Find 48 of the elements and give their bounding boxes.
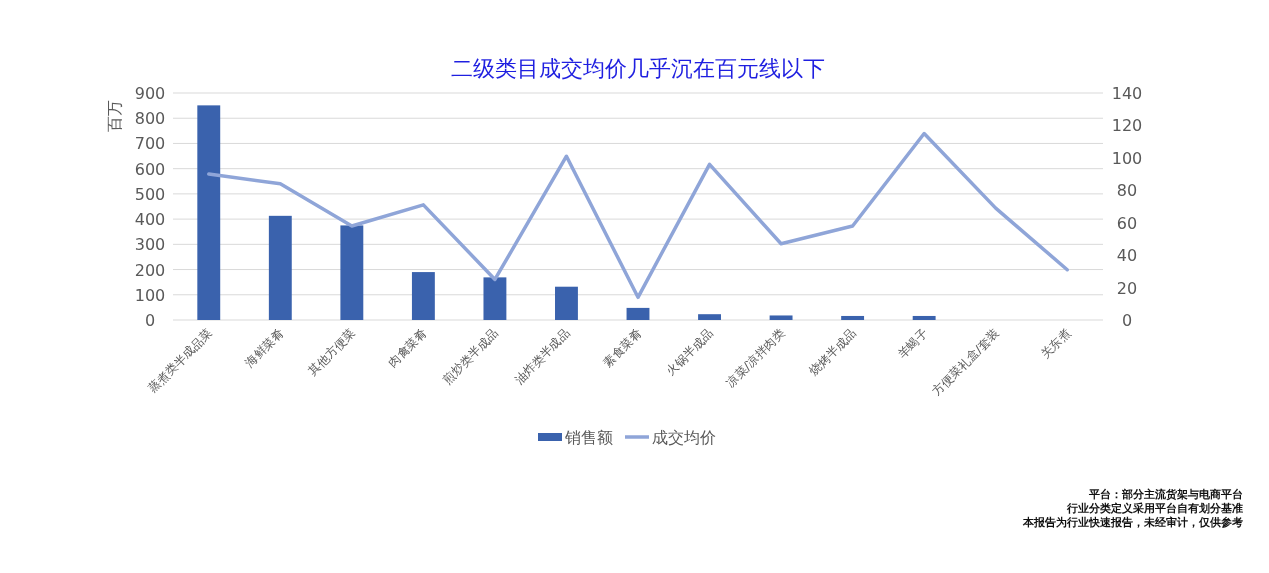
bar [340, 225, 364, 320]
x-tick-label: 凉菜/凉拌肉类 [723, 326, 788, 390]
bar [483, 277, 507, 320]
y2-tick-label: 120 [1111, 116, 1143, 136]
bar [841, 315, 865, 320]
y2-tick-label: 140 [1111, 84, 1143, 103]
x-tick-label: 关东煮 [1038, 326, 1074, 362]
x-tick-label: 烧烤半成品 [806, 326, 859, 379]
line-series [207, 131, 1069, 300]
x-tick-label: 海鲜菜肴 [242, 326, 287, 371]
text: 本报告为行业快速报告，未经审计，仅供参考 [1022, 516, 1243, 529]
y-tick-label: 600 [134, 159, 166, 179]
bar [268, 215, 292, 320]
x-tick-label: 其他方便菜 [305, 326, 358, 379]
bar [411, 272, 435, 320]
text: 平台：部分主流货架与电商平台 [1088, 488, 1243, 501]
y-tick-label: 800 [134, 109, 166, 129]
y-axis-title: 百万 [105, 100, 124, 132]
bar [912, 315, 936, 320]
x-tick-label: 素食菜肴 [600, 326, 645, 371]
bar [769, 315, 793, 320]
y2-tick-label: 80 [1116, 181, 1138, 201]
y-tick-label: 400 [134, 210, 166, 230]
y-tick-label: 500 [134, 184, 166, 204]
x-tick-label: 方便菜礼盒/套装 [929, 326, 1002, 399]
x-tick-label: 肉禽菜肴 [385, 326, 430, 371]
text: 行业分类定义采用平台自有划分基准 [1066, 502, 1243, 515]
y2-tick-label: 100 [1111, 148, 1143, 168]
y-tick-label: 700 [134, 134, 166, 154]
bar [197, 105, 221, 320]
bar [698, 314, 721, 320]
bar [626, 307, 650, 320]
y-tick-label: 200 [134, 260, 166, 280]
chart-title: 二级类目成交均价几乎沉在百元线以下 [451, 56, 825, 81]
y2-tick-label: 40 [1116, 246, 1138, 266]
y2-tick-label: 0 [1121, 311, 1133, 330]
x-tick-label: 油炸类半成品 [511, 326, 573, 388]
bar [555, 286, 578, 320]
legend-label: 销售额 [564, 428, 613, 447]
y-tick-label: 300 [134, 235, 166, 255]
legend-label: 成交均价 [652, 428, 716, 447]
x-tick-label: 煎炒类半成品 [440, 326, 502, 388]
y2-tick-label: 20 [1116, 278, 1138, 298]
x-tick-label: 火锅半成品 [663, 326, 716, 379]
y-tick-label: 900 [134, 84, 166, 103]
x-tick-label: 羊蝎子 [894, 326, 931, 362]
y-tick-label: 100 [134, 285, 166, 305]
y2-tick-label: 60 [1116, 213, 1138, 233]
